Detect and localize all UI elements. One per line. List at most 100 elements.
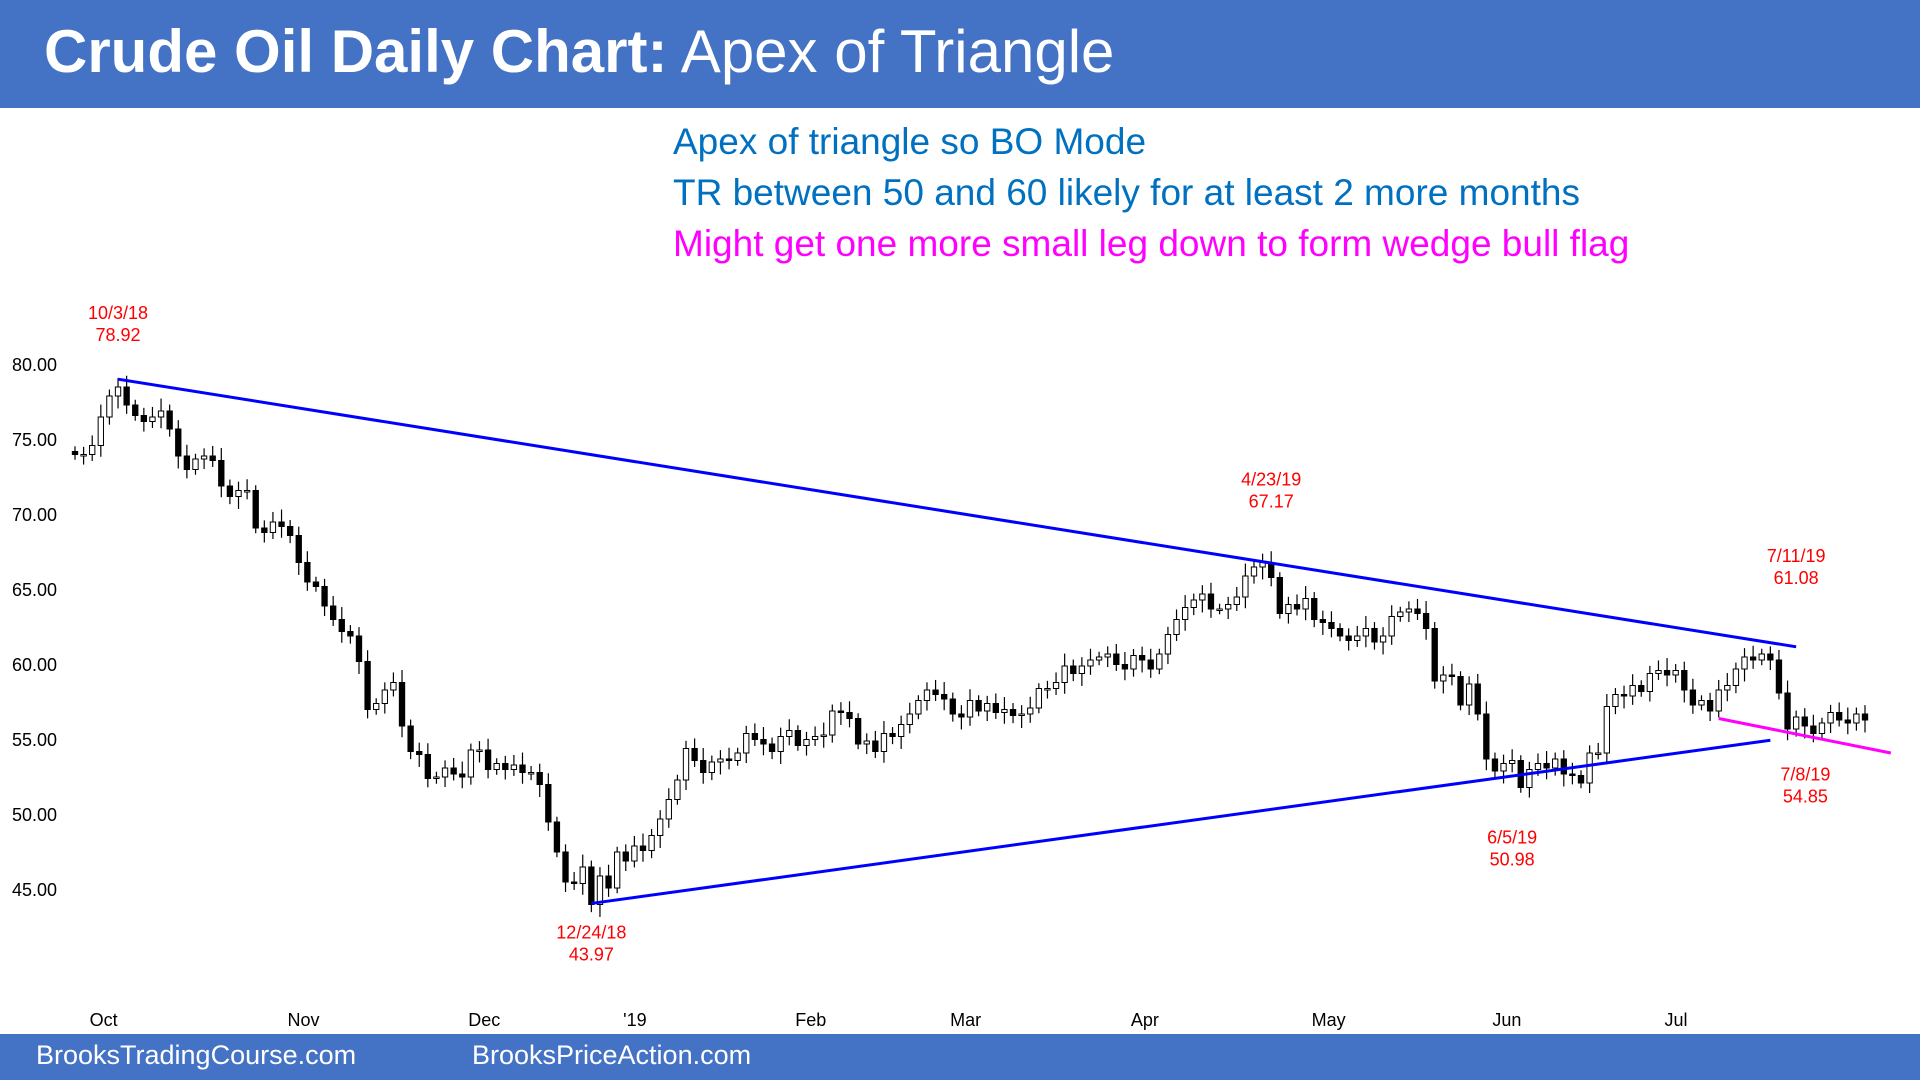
candle-body <box>1242 575 1249 598</box>
candlestick <box>958 705 965 730</box>
candle-body <box>1018 713 1025 716</box>
candle-body <box>966 700 974 718</box>
candle-body <box>923 689 931 701</box>
candlestick <box>1474 673 1481 721</box>
candlestick <box>1483 701 1490 771</box>
candle-body <box>200 455 208 460</box>
candlestick <box>1431 622 1438 689</box>
candlestick <box>338 607 345 643</box>
candlestick <box>416 742 423 767</box>
candlestick <box>321 578 328 617</box>
candlestick <box>1698 695 1705 711</box>
candle-body <box>803 739 810 746</box>
candlestick <box>725 747 733 770</box>
candlestick <box>1379 627 1387 655</box>
candle-body <box>1560 758 1567 775</box>
candlestick <box>286 520 294 544</box>
candlestick <box>493 758 500 775</box>
candle-body <box>674 779 681 800</box>
candle-body <box>347 631 354 637</box>
candle-body <box>553 821 561 853</box>
candle-body <box>1706 700 1714 712</box>
candle-body <box>1190 599 1197 608</box>
candlestick <box>872 730 879 758</box>
candle-body <box>1379 635 1387 643</box>
candlestick <box>631 835 638 868</box>
candle-body <box>1861 713 1869 721</box>
candle-body <box>665 799 672 820</box>
candlestick <box>1827 704 1834 734</box>
candle-body <box>304 562 311 583</box>
candlestick <box>975 695 982 717</box>
candle-body <box>114 386 122 397</box>
candle-body <box>1586 752 1593 784</box>
candlestick <box>157 398 165 429</box>
x-tick-label: '19 <box>623 1010 646 1030</box>
title-rest: Apex of Triangle <box>667 18 1115 85</box>
candle-body <box>502 763 509 770</box>
candlestick <box>140 407 148 432</box>
candle-body <box>390 682 397 691</box>
candlestick <box>1173 609 1180 641</box>
candlestick <box>863 733 870 755</box>
candle-body <box>717 758 724 763</box>
candle-body <box>657 818 664 836</box>
candle-body <box>493 763 500 770</box>
x-tick-label: Apr <box>1131 1010 1159 1030</box>
candlestick <box>1465 676 1473 716</box>
annotation-price: 43.97 <box>569 944 614 964</box>
candlestick <box>1749 645 1757 669</box>
candle-body <box>424 754 432 779</box>
candle-body <box>700 760 707 773</box>
candlestick <box>1276 572 1283 619</box>
footer-link-price-action[interactable]: BrooksPriceAction.com <box>472 1040 752 1070</box>
footer-link-trading-course[interactable]: BrooksTradingCourse.com <box>36 1040 357 1070</box>
candle-body <box>243 490 251 493</box>
candlestick <box>1285 596 1292 624</box>
candlestick <box>639 833 647 862</box>
candle-body <box>863 740 870 745</box>
candlestick <box>527 766 535 781</box>
candlestick <box>1302 586 1309 621</box>
candlestick <box>1672 664 1679 683</box>
candle-body <box>1147 659 1154 670</box>
candlestick <box>381 682 388 714</box>
candle-body <box>1138 655 1146 661</box>
candlestick <box>1095 651 1103 666</box>
candle-body <box>1749 656 1757 661</box>
candle-body <box>192 458 199 470</box>
candlestick <box>269 511 277 539</box>
candle-body <box>1070 665 1077 674</box>
note-line-1: Apex of triangle so BO Mode <box>673 121 1147 162</box>
candlestick <box>820 722 827 748</box>
candle-body <box>1104 653 1111 658</box>
x-tick-label: Jul <box>1664 1010 1687 1030</box>
candlestick <box>1577 770 1585 789</box>
candle-body <box>1474 683 1481 715</box>
wedge-line <box>1718 717 1892 755</box>
candle-body <box>97 416 104 446</box>
candle-body <box>889 733 896 737</box>
commentary-notes: Apex of triangle so BO Mode TR between 5… <box>673 116 1629 269</box>
candle-body <box>1595 752 1602 755</box>
candlestick <box>613 846 621 894</box>
candlestick <box>1388 605 1395 645</box>
candlestick <box>1293 594 1301 616</box>
candle-body <box>80 454 87 457</box>
price-chart: 80.00 75.00 70.00 65.00 60.00 55.00 50.00 45.00… <box>12 303 1892 1030</box>
candlestick <box>648 829 655 859</box>
candle-body <box>330 605 337 620</box>
candle-body <box>407 725 414 752</box>
candlestick <box>1009 703 1017 724</box>
candle-body <box>734 752 741 761</box>
candlestick <box>484 738 492 779</box>
candle-body <box>854 718 862 745</box>
y-tick-label: 60.00 <box>12 655 57 675</box>
candlestick <box>347 625 354 644</box>
candle-body <box>1397 611 1404 617</box>
candle-body <box>1035 688 1043 709</box>
